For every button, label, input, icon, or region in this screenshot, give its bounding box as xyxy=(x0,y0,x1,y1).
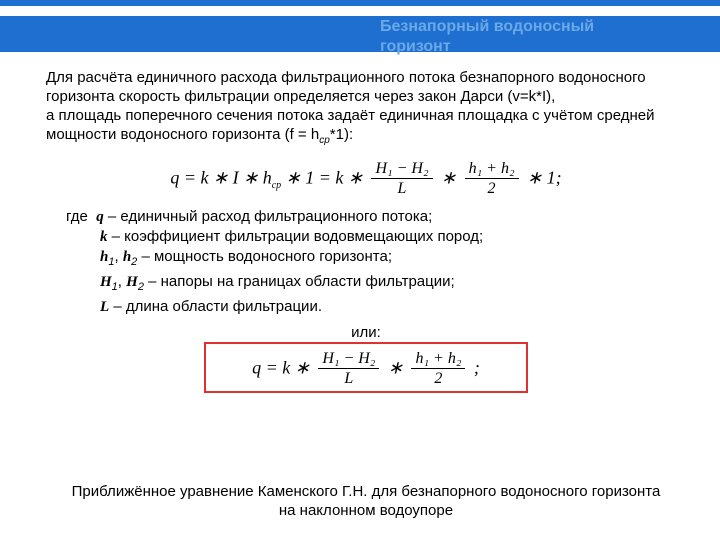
def-H1-var: H xyxy=(100,274,112,290)
main-equation: q = k ∗ I ∗ hср ∗ 1 = k ∗ H₁ − H₂L ∗ h₁ … xyxy=(46,160,686,199)
def-h2-var: h xyxy=(123,249,131,265)
eq2-frac1: H₁ − H₂L xyxy=(318,350,379,389)
eq1-frac1-num: H₁ − H₂ xyxy=(371,160,432,179)
def-q-txt: – единичный расход фильтрационного поток… xyxy=(104,208,432,225)
definitions-block: где q – единичный расход фильтрационного… xyxy=(66,207,686,317)
slide-title-line2: горизонт xyxy=(380,38,700,56)
def-k-txt: – коэффициент фильтрации водовмещающих п… xyxy=(108,228,484,245)
boxed-equation-content: q = k ∗ H₁ − H₂L ∗ h₁ + h₂2 ; xyxy=(216,350,516,389)
eq2-frac1-num: H₁ − H₂ xyxy=(318,350,379,369)
def-h-txt: – мощность водоносного горизонта; xyxy=(137,248,392,265)
def-H-txt: – напоры на границах области фильтрации; xyxy=(144,273,455,290)
eq1-lhs-sub: ср xyxy=(272,180,281,191)
eq2-between: ∗ xyxy=(383,358,407,378)
eq2-frac2-den: 2 xyxy=(411,369,465,389)
def-L-txt: – длина области фильтрации. xyxy=(109,298,322,315)
intro-line2: горизонта скорость фильтрации определяет… xyxy=(46,88,555,105)
eq2-lhs: q = k ∗ xyxy=(252,358,314,378)
def-L-var: L xyxy=(100,299,109,315)
slide-title: Безнапорный водоносный горизонт xyxy=(380,18,700,54)
def-H-comma: , xyxy=(118,273,126,290)
eq1-mid: ∗ 1 = k ∗ xyxy=(281,168,367,188)
eq2-frac1-den: L xyxy=(318,369,379,389)
intro-paragraph: Для расчёта единичного расхода фильтраци… xyxy=(46,68,686,150)
def-h-comma: , xyxy=(114,248,122,265)
slide-title-line1: Безнапорный водоносный xyxy=(380,18,700,36)
eq1-frac2-den: 2 xyxy=(465,179,519,199)
footer-caption: Приближённое уравнение Каменского Г.Н. д… xyxy=(46,482,686,520)
where-label: где xyxy=(66,208,88,225)
eq1-lhs: q = k ∗ I ∗ h xyxy=(170,168,271,188)
eq2-frac2: h₁ + h₂2 xyxy=(411,350,465,389)
intro-line3b: *1): xyxy=(330,126,353,143)
footer-line2: на наклонном водоупоре xyxy=(279,502,453,519)
content-block: Для расчёта единичного расхода фильтраци… xyxy=(46,68,686,401)
eq1-tail: ∗ 1; xyxy=(523,168,562,188)
footer-line1: Приближённое уравнение Каменского Г.Н. д… xyxy=(72,483,661,500)
intro-sub: ср xyxy=(319,135,330,146)
eq1-frac2: h₁ + h₂2 xyxy=(465,160,519,199)
top-strip xyxy=(0,0,720,6)
eq1-frac1: H₁ − H₂L xyxy=(371,160,432,199)
boxed-equation: q = k ∗ H₁ − H₂L ∗ h₁ + h₂2 ; xyxy=(204,342,528,393)
eq2-frac2-num: h₁ + h₂ xyxy=(411,350,465,369)
eq1-frac2-num: h₁ + h₂ xyxy=(465,160,519,179)
eq2-tail: ; xyxy=(469,358,480,378)
or-label: или: xyxy=(46,325,686,340)
eq1-frac1-den: L xyxy=(371,179,432,199)
intro-line1: Для расчёта единичного расхода фильтраци… xyxy=(46,69,646,86)
def-k-var: k xyxy=(100,229,108,245)
eq1-between: ∗ xyxy=(437,168,461,188)
def-q-var: q xyxy=(96,209,104,225)
def-H2-var: H xyxy=(126,274,138,290)
